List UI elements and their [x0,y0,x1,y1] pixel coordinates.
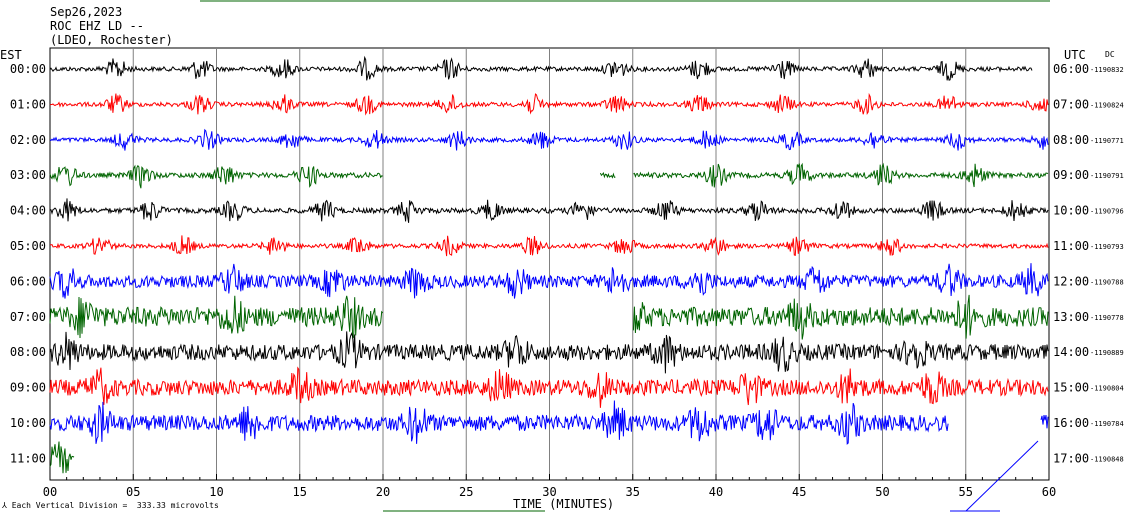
dc-offset-label: -1190778 [1090,314,1124,322]
x-tick-label-55: 55 [959,485,973,499]
dc-offset-label: -1190889 [1090,349,1124,357]
trace-row-0400 [49,198,1049,223]
est-time-label: 11:00 [10,451,46,465]
dc-offset-label: -1190832 [1090,66,1124,74]
dc-offset-label: -1190848 [1090,455,1124,463]
utc-time-label: 14:00 [1053,345,1089,359]
scale-note: ⅄ Each Vertical Division = 333.33 microv… [2,501,219,510]
utc-time-label: 13:00 [1053,310,1089,324]
trace-row-0100 [49,92,1049,116]
trace-row-1000 [49,400,1049,445]
x-tick-label-30: 30 [542,485,556,499]
dc-offset-label: -1190788 [1090,278,1124,286]
trace-row-0000 [49,55,1033,81]
x-tick-label-60: 60 [1042,485,1056,499]
scale-icon: ⅄ [2,501,12,510]
blue-diagonal-mark [965,440,1039,512]
est-time-label: 02:00 [10,133,46,147]
est-time-label: 10:00 [10,416,46,430]
dc-offset-label: -1190824 [1090,101,1124,109]
x-tick-label-05: 05 [126,485,140,499]
x-tick-label-10: 10 [209,485,223,499]
x-tick-label-40: 40 [709,485,723,499]
header-date: Sep26,2023 [50,5,123,19]
utc-time-label: 08:00 [1053,133,1089,147]
header-network: (LDEO, Rochester) [50,33,173,47]
est-time-label: 09:00 [10,381,46,395]
est-time-label: 00:00 [10,62,46,76]
utc-time-label: 07:00 [1053,97,1089,111]
est-time-label: 05:00 [10,239,46,253]
trace-row-0700 [49,294,1049,340]
est-time-label: 06:00 [10,274,46,288]
trace-row-0500 [49,235,1049,257]
trace-row-0300 [49,162,1049,189]
dc-offset-label: -1190791 [1090,172,1124,180]
dc-offset-label: -1190804 [1090,385,1124,393]
est-zone-label: EST [0,48,22,62]
x-tick-label-25: 25 [459,485,473,499]
utc-time-label: 15:00 [1053,381,1089,395]
x-tick-label-00: 00 [43,485,57,499]
utc-time-label: 10:00 [1053,204,1089,218]
x-tick-label-45: 45 [792,485,806,499]
x-tick-label-50: 50 [875,485,889,499]
utc-zone-label: UTC [1064,48,1086,62]
x-tick-label-20: 20 [376,485,390,499]
utc-time-label: 16:00 [1053,416,1089,430]
trace-row-1100 [49,441,75,474]
est-time-label: 04:00 [10,204,46,218]
est-time-label: 07:00 [10,310,46,324]
dc-offset-label: -1190796 [1090,208,1124,216]
utc-time-label: 17:00 [1053,451,1089,465]
trace-row-0900 [49,366,1049,408]
dc-label: DC [1105,50,1115,59]
utc-time-label: 06:00 [1053,62,1089,76]
scale-text: Each Vertical Division = 333.33 microvol… [11,501,219,510]
dc-offset-label: -1190771 [1090,137,1124,145]
x-axis-title: TIME (MINUTES) [513,497,615,511]
dc-offset-label: -1190784 [1090,420,1124,428]
trace-row-0600 [49,263,1049,299]
utc-time-label: 11:00 [1053,239,1089,253]
dc-offset-label: -1190793 [1090,243,1124,251]
utc-time-label: 12:00 [1053,274,1089,288]
est-time-label: 03:00 [10,168,46,182]
trace-row-0200 [49,128,1049,151]
x-tick-label-35: 35 [626,485,640,499]
x-tick-label-15: 15 [293,485,307,499]
est-time-label: 08:00 [10,345,46,359]
header-station: ROC EHZ LD -- [50,19,144,33]
trace-row-0800 [49,331,1049,374]
est-time-label: 01:00 [10,97,46,111]
utc-time-label: 09:00 [1053,168,1089,182]
